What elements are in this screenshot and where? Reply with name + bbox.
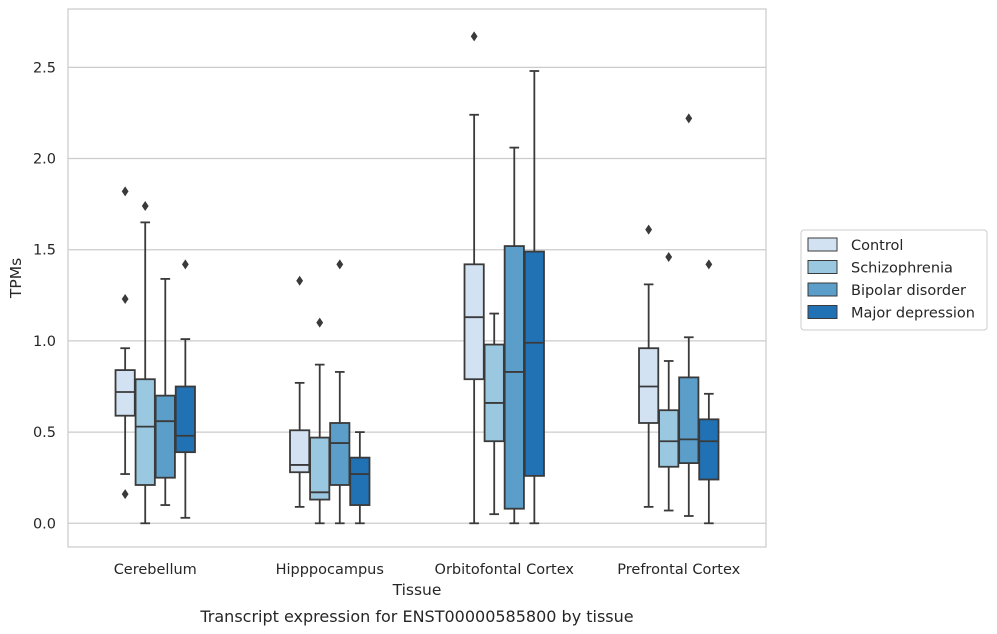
- series-major-depression: [174, 70, 720, 525]
- box: [658, 409, 680, 468]
- box: [503, 245, 525, 510]
- outlier-point: [316, 317, 324, 328]
- outlier-point: [336, 259, 344, 270]
- legend-swatch: [807, 282, 838, 297]
- plot-frame: [67, 8, 767, 548]
- series-schizophrenia: [134, 200, 680, 525]
- legend-label: Bipolar disorder: [851, 283, 966, 299]
- y-axis-label: TPMs: [7, 258, 25, 299]
- series-bipolar-disorder: [154, 113, 700, 525]
- box: [349, 456, 371, 506]
- x-tick-label: Hipppocampus: [276, 562, 384, 578]
- x-tick-label: Orbitofontal Cortex: [435, 562, 575, 578]
- box: [698, 418, 720, 481]
- box: [329, 422, 351, 486]
- x-axis-label: Tissue: [392, 581, 442, 599]
- legend-label: Control: [851, 238, 903, 254]
- outlier-point: [121, 293, 129, 304]
- box: [134, 378, 156, 486]
- legend: Control Schizophrenia Bipolar disorder Majo…: [800, 229, 988, 331]
- y-tick-label: 0.5: [33, 425, 56, 441]
- legend-frame: [800, 229, 988, 331]
- y-tick-label: 1.5: [33, 243, 56, 259]
- x-tick-label: Prefrontal Cortex: [617, 562, 740, 578]
- box: [638, 347, 660, 424]
- outlier-point: [121, 186, 129, 197]
- box: [483, 343, 505, 443]
- outlier-point: [141, 200, 149, 211]
- box: [309, 436, 331, 501]
- legend-label: Schizophrenia: [851, 261, 953, 277]
- legend-swatch: [807, 237, 838, 252]
- y-tick-labels: 0.0 0.5 1.0 1.5 2.0 2.5: [33, 60, 56, 532]
- outlier-point: [470, 31, 478, 42]
- box: [678, 376, 700, 465]
- outlier-point: [181, 259, 189, 270]
- box: [114, 369, 136, 417]
- series-control: [114, 31, 660, 525]
- box: [174, 385, 196, 454]
- x-tick-label: Cerebellum: [114, 562, 197, 578]
- outlier-point: [705, 259, 713, 270]
- legend-swatch: [807, 260, 838, 274]
- y-tick-label: 0.0: [33, 516, 56, 532]
- outlier-point: [685, 113, 693, 124]
- legend-swatch: [807, 305, 838, 319]
- outlier-point: [645, 224, 653, 235]
- x-tick-labels: Cerebellum Hipppocampus Orbitofontal Corte…: [114, 562, 741, 578]
- box: [289, 429, 311, 474]
- outlier-point: [296, 275, 304, 286]
- legend-label: Major depression: [851, 306, 975, 322]
- chart-caption: Transcript expression for ENST0000058580…: [199, 607, 633, 626]
- y-tick-label: 1.0: [33, 334, 56, 350]
- box-series: [114, 31, 720, 525]
- box: [523, 250, 545, 477]
- box: [463, 263, 485, 381]
- outlier-point: [665, 252, 673, 263]
- y-tick-label: 2.0: [33, 152, 56, 168]
- box: [154, 394, 176, 479]
- y-tick-label: 2.5: [33, 60, 56, 76]
- outlier-point: [121, 489, 129, 500]
